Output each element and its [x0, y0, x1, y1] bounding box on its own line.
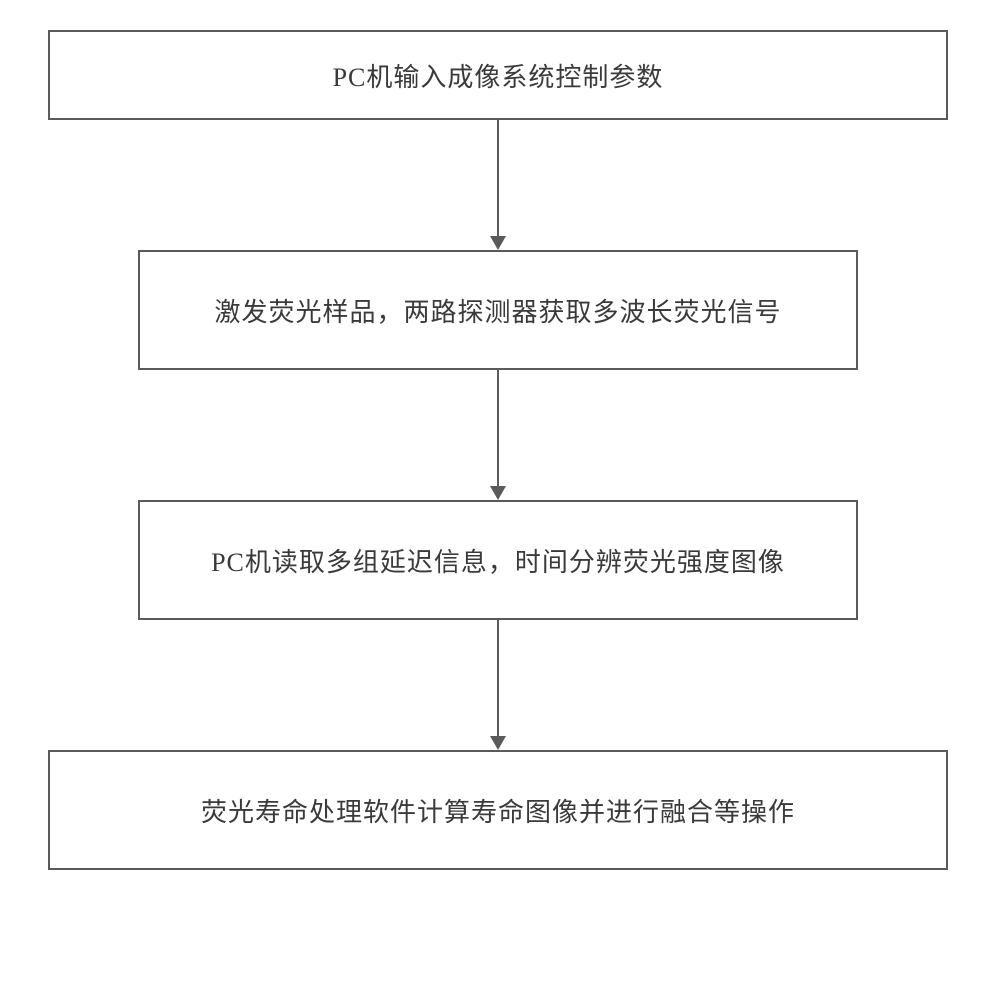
arrow-line — [497, 620, 499, 736]
step-1-label: PC机输入成像系统控制参数 — [333, 57, 664, 94]
arrow-2 — [490, 370, 506, 500]
step-3-label: PC机读取多组延迟信息，时间分辨荧光强度图像 — [211, 542, 785, 579]
flowchart-step-4: 荧光寿命处理软件计算寿命图像并进行融合等操作 — [48, 750, 948, 870]
arrow-head-icon — [490, 486, 506, 500]
flowchart-step-1: PC机输入成像系统控制参数 — [48, 30, 948, 120]
step-2-label: 激发荧光样品，两路探测器获取多波长荧光信号 — [214, 292, 781, 329]
arrow-head-icon — [490, 736, 506, 750]
arrow-1 — [490, 120, 506, 250]
flowchart-step-2: 激发荧光样品，两路探测器获取多波长荧光信号 — [138, 250, 858, 370]
arrow-line — [497, 370, 499, 486]
arrow-head-icon — [490, 236, 506, 250]
arrow-line — [497, 120, 499, 236]
flowchart-step-3: PC机读取多组延迟信息，时间分辨荧光强度图像 — [138, 500, 858, 620]
arrow-3 — [490, 620, 506, 750]
step-4-label: 荧光寿命处理软件计算寿命图像并进行融合等操作 — [201, 792, 795, 829]
